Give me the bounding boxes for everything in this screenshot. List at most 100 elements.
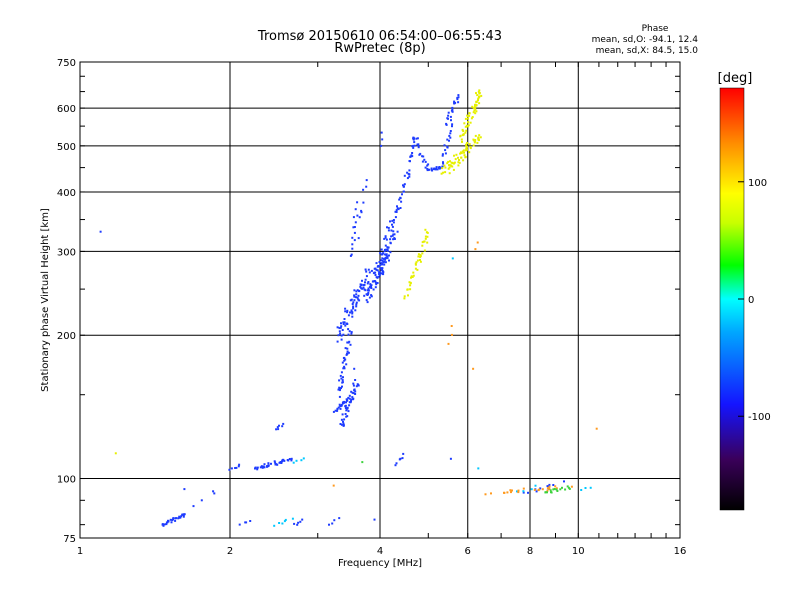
- data-point: [337, 406, 340, 409]
- data-point: [212, 490, 215, 493]
- data-point: [378, 274, 381, 277]
- data-point: [337, 388, 340, 391]
- data-point: [396, 205, 398, 208]
- data-point: [441, 153, 444, 156]
- data-point: [381, 257, 384, 260]
- data-point: [379, 252, 382, 255]
- data-point: [408, 169, 411, 172]
- data-point: [447, 160, 450, 163]
- data-point: [469, 121, 472, 124]
- data-point: [474, 134, 477, 137]
- data-point: [172, 518, 175, 521]
- data-point: [478, 92, 481, 94]
- data-point: [346, 352, 349, 355]
- data-point: [467, 115, 469, 118]
- data-point: [595, 427, 598, 430]
- data-point: [367, 291, 370, 294]
- plot-grid: [80, 62, 680, 538]
- data-point: [570, 485, 573, 488]
- data-point: [410, 276, 412, 279]
- data-point: [338, 403, 341, 406]
- data-point: [183, 488, 186, 491]
- data-point: [474, 139, 477, 141]
- data-point: [451, 110, 454, 113]
- data-point: [464, 117, 467, 120]
- data-point: [464, 155, 467, 158]
- data-point: [402, 452, 405, 455]
- data-point: [423, 158, 426, 161]
- data-point: [262, 465, 265, 468]
- x-axis-label: Frequency [MHz]: [338, 558, 422, 569]
- data-point: [426, 164, 429, 167]
- data-point: [469, 147, 472, 150]
- data-point: [408, 160, 411, 162]
- data-point: [238, 523, 241, 526]
- data-point: [457, 96, 460, 99]
- data-point: [414, 267, 417, 270]
- data-point: [399, 207, 402, 209]
- data-point: [439, 166, 442, 169]
- data-point: [461, 134, 464, 137]
- data-point: [345, 401, 347, 404]
- data-point: [340, 418, 343, 421]
- data-point: [342, 333, 345, 336]
- x-tick-label: 6: [465, 546, 471, 557]
- data-point: [363, 294, 366, 297]
- data-point: [548, 483, 551, 486]
- data-point: [266, 465, 268, 468]
- data-point: [349, 311, 351, 314]
- data-point: [374, 281, 377, 284]
- data-point: [389, 238, 392, 241]
- data-point: [419, 254, 422, 257]
- data-point: [435, 167, 438, 170]
- data-point: [274, 461, 277, 464]
- data-point: [254, 466, 257, 469]
- data-point: [336, 340, 339, 343]
- data-point: [348, 404, 351, 407]
- data-point: [350, 332, 353, 335]
- data-point: [347, 351, 350, 354]
- data-point: [546, 485, 549, 488]
- data-point: [381, 263, 384, 266]
- data-point: [474, 248, 477, 251]
- data-point: [444, 152, 447, 155]
- data-point: [546, 491, 548, 494]
- data-point: [553, 488, 556, 490]
- data-point: [424, 166, 427, 169]
- data-point: [427, 168, 430, 171]
- data-point: [448, 134, 451, 137]
- data-point: [278, 522, 281, 524]
- data-point: [348, 330, 351, 333]
- data-point: [234, 467, 237, 469]
- data-point: [475, 110, 478, 113]
- data-point: [353, 367, 356, 370]
- data-point: [453, 161, 456, 164]
- data-point: [451, 257, 454, 260]
- data-point: [384, 236, 387, 239]
- data-point: [462, 130, 465, 133]
- data-point: [353, 388, 356, 391]
- data-point: [533, 488, 536, 491]
- data-point: [440, 172, 443, 175]
- data-point: [349, 343, 352, 346]
- y-tick-label: 400: [57, 188, 76, 199]
- data-point: [356, 214, 359, 217]
- data-point: [476, 141, 479, 144]
- data-point: [374, 274, 377, 276]
- data-point: [392, 219, 395, 221]
- data-point: [340, 325, 343, 328]
- data-point: [419, 256, 422, 259]
- data-point: [161, 523, 164, 526]
- data-point: [379, 263, 382, 266]
- data-point: [296, 523, 299, 526]
- data-point: [360, 284, 363, 287]
- data-point: [408, 175, 411, 178]
- data-point: [381, 259, 384, 262]
- data-point: [568, 487, 571, 490]
- data-point: [421, 241, 424, 244]
- data-point: [167, 519, 169, 522]
- data-point: [352, 216, 355, 219]
- data-point: [474, 108, 477, 111]
- data-point: [367, 281, 370, 283]
- data-point: [402, 185, 405, 188]
